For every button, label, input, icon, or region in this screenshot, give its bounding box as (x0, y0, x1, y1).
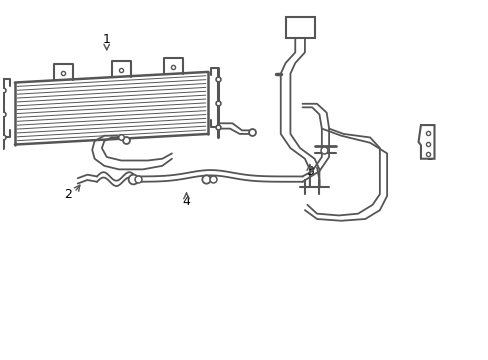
Text: 2: 2 (64, 188, 72, 201)
Text: 5: 5 (426, 150, 434, 163)
Text: 1: 1 (102, 33, 110, 46)
Text: 3: 3 (305, 165, 313, 177)
FancyBboxPatch shape (285, 17, 314, 38)
Text: 4: 4 (182, 195, 190, 208)
Polygon shape (418, 125, 434, 159)
